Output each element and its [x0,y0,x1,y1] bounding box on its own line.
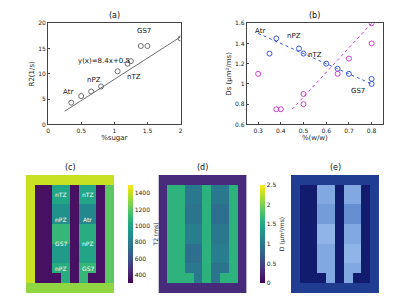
svg-text:10: 10 [38,70,46,77]
svg-text:0.5: 0.5 [299,127,309,134]
svg-text:400: 400 [135,271,147,278]
svg-text:GS7: GS7 [137,27,151,35]
svg-text:600: 600 [135,255,147,262]
svg-text:nPZ: nPZ [87,76,101,84]
svg-text:0.4: 0.4 [276,127,286,134]
svg-text:nPZ: nPZ [55,216,67,223]
svg-text:nTZ: nTZ [308,51,322,59]
svg-text:y(x)=8.4x+0.5: y(x)=8.4x+0.5 [78,57,130,65]
svg-text:0.8: 0.8 [235,100,245,107]
svg-text:0.5: 0.5 [76,127,86,134]
svg-text:1: 1 [112,127,116,134]
svg-text:Atr: Atr [255,27,265,35]
svg-text:0: 0 [267,279,271,286]
svg-text:0.6: 0.6 [235,121,245,128]
svg-text:2.5: 2.5 [267,181,277,188]
svg-text:GS7: GS7 [55,240,67,247]
svg-text:1: 1 [267,240,271,247]
svg-text:(d): (d) [197,163,208,172]
svg-text:1.4: 1.4 [235,40,245,47]
svg-text:%sugar: %sugar [101,134,127,142]
svg-text:0.5: 0.5 [267,260,277,267]
svg-text:1.6: 1.6 [235,19,245,26]
svg-text:GS7: GS7 [82,265,94,272]
svg-text:0.3: 0.3 [253,127,263,134]
svg-text:nTZ: nTZ [82,191,94,198]
svg-text:2: 2 [267,201,271,208]
svg-text:0.6: 0.6 [321,127,331,134]
svg-text:Atr: Atr [63,88,73,96]
svg-text:15: 15 [38,45,46,52]
svg-text:R2(1/s): R2(1/s) [28,61,36,87]
svg-text:0: 0 [42,121,46,128]
svg-text:(a): (a) [109,11,120,20]
svg-text:0.8: 0.8 [367,127,377,134]
svg-text:20: 20 [38,19,46,26]
svg-text:0: 0 [46,127,50,134]
svg-text:1000: 1000 [135,222,150,229]
svg-text:1.2: 1.2 [235,60,245,67]
svg-text:1400: 1400 [135,189,150,196]
svg-text:1: 1 [241,80,245,87]
svg-text:2: 2 [179,127,183,134]
svg-text:1200: 1200 [135,206,150,213]
svg-text:(b): (b) [309,11,320,20]
svg-text:nTZ: nTZ [55,191,67,198]
svg-text:GS7: GS7 [351,87,365,95]
svg-text:nPZ: nPZ [287,32,301,40]
svg-text:nPZ: nPZ [82,240,94,247]
svg-text:%(w/w): %(w/w) [302,134,328,142]
svg-text:0.7: 0.7 [344,127,354,134]
svg-text:Ds (μm²/ms): Ds (μm²/ms) [225,52,233,96]
svg-text:5: 5 [42,95,46,102]
svg-text:nPZ: nPZ [55,265,67,272]
svg-text:D (μm²/ms): D (μm²/ms) [278,217,286,251]
svg-text:1.5: 1.5 [267,220,277,227]
svg-text:800: 800 [135,238,147,245]
svg-text:Atr: Atr [83,216,92,223]
svg-text:1.5: 1.5 [143,127,153,134]
svg-text:(c): (c) [65,163,76,172]
svg-text:(e): (e) [330,163,341,172]
svg-text:nTZ: nTZ [127,73,141,81]
svg-text:T2 (ms): T2 (ms) [152,222,159,246]
